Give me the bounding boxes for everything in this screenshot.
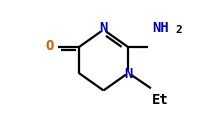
Text: O: O [45, 39, 54, 53]
Text: N: N [124, 67, 132, 81]
Text: NH: NH [151, 21, 168, 35]
Text: 2: 2 [174, 25, 181, 35]
Text: Et: Et [151, 93, 168, 107]
Text: N: N [99, 21, 107, 35]
